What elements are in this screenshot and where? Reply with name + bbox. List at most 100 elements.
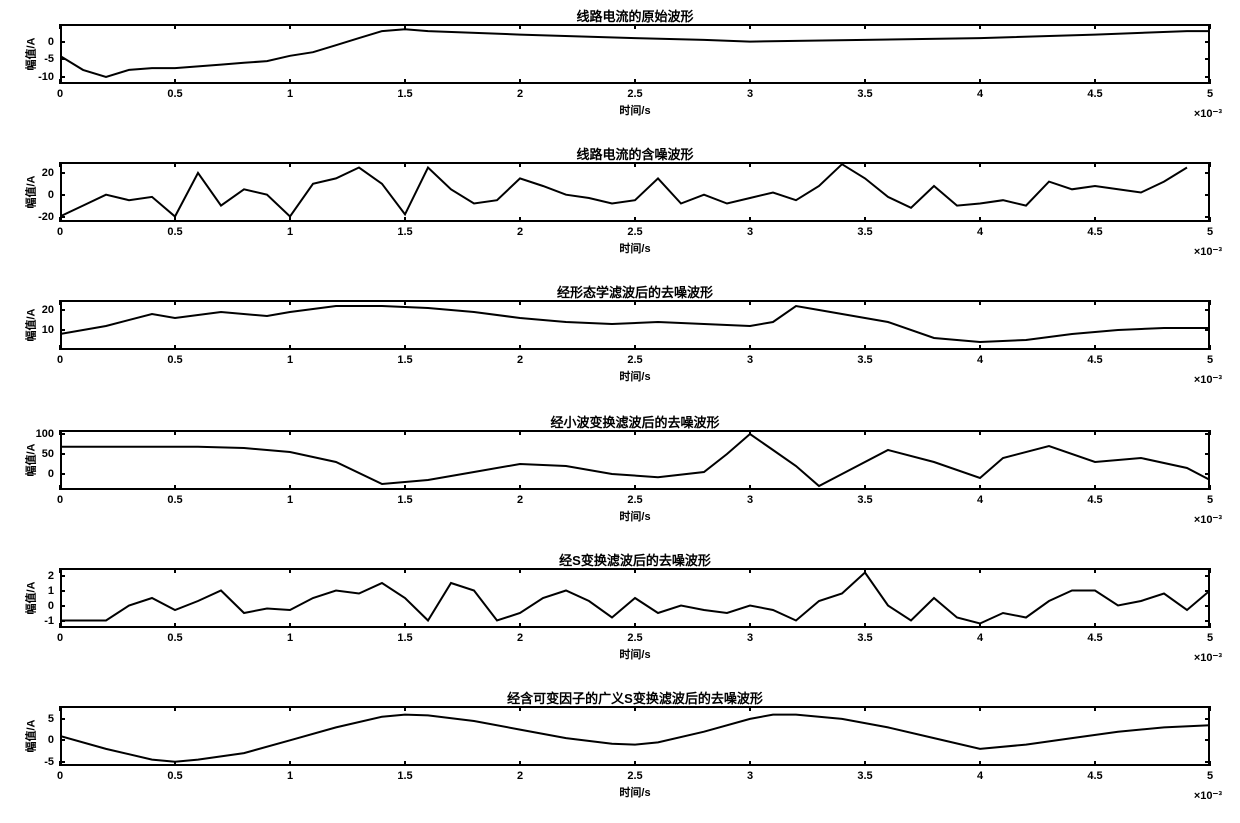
x-tick-mark [634, 345, 636, 350]
x-tick-mark [59, 24, 61, 29]
x-tick-label: 2 [517, 88, 523, 100]
x-tick-label: 3.5 [857, 494, 872, 506]
y-tick-mark [60, 76, 65, 78]
waveform-line [60, 24, 1210, 84]
x-tick-label: 0.5 [167, 770, 182, 782]
y-tick-mark [1205, 590, 1210, 592]
y-tick-mark [60, 590, 65, 592]
x-tick-mark [1209, 300, 1211, 305]
y-tick-label: 0 [48, 189, 54, 201]
x-tick-label: 5 [1207, 88, 1213, 100]
x-tick-mark [864, 217, 866, 222]
x-tick-mark [979, 24, 981, 29]
x-tick-mark [404, 217, 406, 222]
x-tick-mark [634, 485, 636, 490]
x-tick-mark [749, 761, 751, 766]
x-tick-mark [864, 485, 866, 490]
waveform-line [60, 568, 1210, 628]
x-tick-mark [979, 345, 981, 350]
x-tick-mark [174, 430, 176, 435]
x-tick-mark [174, 217, 176, 222]
x-tick-mark [749, 79, 751, 84]
x-tick-mark [979, 162, 981, 167]
x-tick-label: 4 [977, 88, 983, 100]
x-tick-mark [1094, 761, 1096, 766]
x-tick-mark [1094, 79, 1096, 84]
x-tick-mark [289, 761, 291, 766]
y-tick-mark [1205, 718, 1210, 720]
x-tick-label: 1.5 [397, 632, 412, 644]
y-axis-label: 幅值/A [23, 38, 39, 71]
x-tick-label: 0.5 [167, 494, 182, 506]
x-tick-label: 0 [57, 770, 63, 782]
x-tick-mark [864, 345, 866, 350]
x-tick-mark [634, 761, 636, 766]
y-tick-label: 0 [48, 36, 54, 48]
axis-multiplier: ×10⁻³ [1194, 245, 1222, 258]
x-tick-mark [634, 623, 636, 628]
x-tick-mark [519, 300, 521, 305]
waveform-line [60, 300, 1210, 350]
x-tick-label: 0 [57, 226, 63, 238]
x-tick-label: 5 [1207, 632, 1213, 644]
x-tick-mark [174, 300, 176, 305]
x-tick-mark [404, 430, 406, 435]
x-tick-mark [864, 623, 866, 628]
y-tick-mark [60, 453, 65, 455]
y-tick-mark [60, 761, 65, 763]
x-tick-mark [174, 485, 176, 490]
x-tick-mark [864, 430, 866, 435]
y-tick-mark [60, 605, 65, 607]
x-tick-label: 2 [517, 354, 523, 366]
x-tick-mark [289, 79, 291, 84]
x-tick-label: 1.5 [397, 226, 412, 238]
y-tick-mark [60, 575, 65, 577]
x-tick-mark [1209, 706, 1211, 711]
x-tick-mark [289, 162, 291, 167]
y-tick-label: -20 [38, 211, 54, 223]
x-tick-mark [1209, 162, 1211, 167]
plot-title: 经S变换滤波后的去噪波形 [60, 550, 1210, 569]
x-tick-label: 1.5 [397, 770, 412, 782]
subplot-0: 线路电流的原始波形幅值/A时间/s×10⁻³00.511.522.533.544… [60, 24, 1210, 84]
subplot-1: 线路电流的含噪波形幅值/A时间/s×10⁻³00.511.522.533.544… [60, 162, 1210, 222]
x-tick-mark [864, 706, 866, 711]
x-axis-label: 时间/s [60, 368, 1210, 384]
y-tick-mark [1205, 58, 1210, 60]
x-tick-mark [59, 162, 61, 167]
x-tick-label: 4.5 [1087, 494, 1102, 506]
y-tick-mark [1205, 76, 1210, 78]
x-tick-mark [59, 568, 61, 573]
x-tick-mark [174, 345, 176, 350]
x-tick-label: 0.5 [167, 88, 182, 100]
x-tick-mark [634, 430, 636, 435]
x-tick-mark [1094, 300, 1096, 305]
x-tick-mark [864, 24, 866, 29]
y-tick-label: 0 [48, 468, 54, 480]
y-tick-label: 20 [42, 167, 54, 179]
x-tick-label: 0.5 [167, 226, 182, 238]
y-tick-mark [60, 309, 65, 311]
x-tick-mark [289, 430, 291, 435]
x-tick-mark [749, 300, 751, 305]
y-tick-mark [1205, 41, 1210, 43]
x-tick-label: 4 [977, 770, 983, 782]
x-tick-mark [1094, 568, 1096, 573]
y-tick-mark [60, 433, 65, 435]
x-tick-mark [404, 568, 406, 573]
x-tick-label: 1.5 [397, 354, 412, 366]
y-tick-label: -1 [44, 615, 54, 627]
x-tick-mark [864, 162, 866, 167]
y-tick-mark [1205, 216, 1210, 218]
x-tick-mark [519, 24, 521, 29]
x-tick-mark [1094, 706, 1096, 711]
y-tick-label: 5 [48, 713, 54, 725]
x-tick-mark [174, 568, 176, 573]
subplot-4: 经S变换滤波后的去噪波形幅值/A时间/s×10⁻³00.511.522.533.… [60, 568, 1210, 628]
x-axis-label: 时间/s [60, 102, 1210, 118]
x-tick-mark [634, 706, 636, 711]
y-tick-mark [1205, 605, 1210, 607]
x-tick-mark [519, 568, 521, 573]
y-tick-mark [60, 194, 65, 196]
y-tick-mark [1205, 575, 1210, 577]
